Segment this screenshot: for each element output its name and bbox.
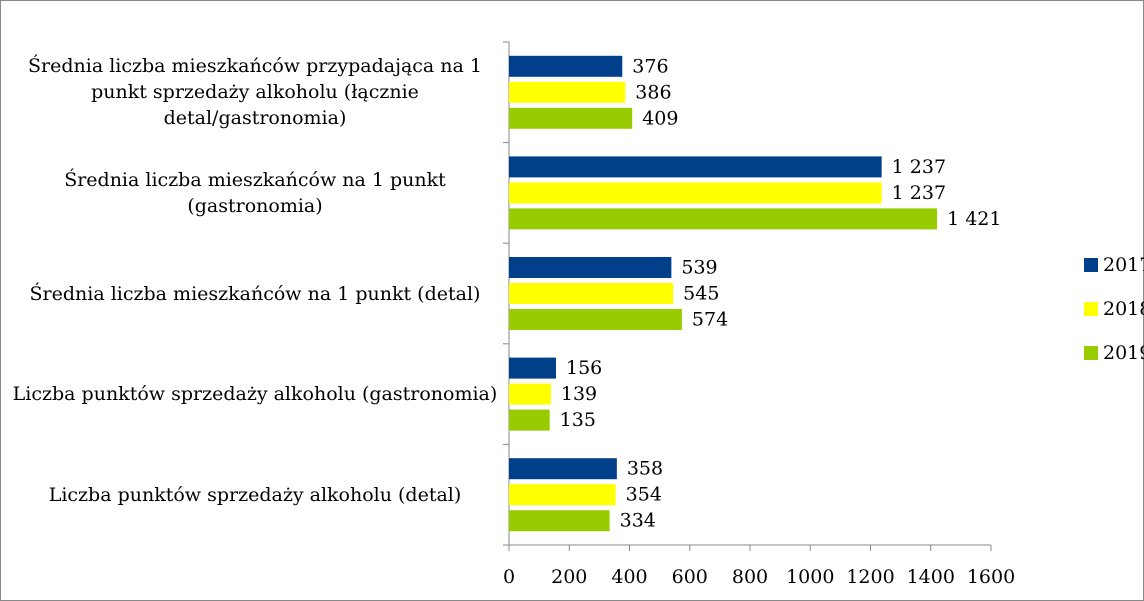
- x-tick-label: 0: [503, 566, 515, 588]
- value-label: 1 237: [892, 182, 946, 204]
- x-tick-label: 200: [551, 566, 587, 588]
- x-tick-label: 400: [611, 566, 647, 588]
- value-label: 386: [635, 81, 671, 103]
- bar: [509, 409, 550, 431]
- x-tick-label: 1600: [967, 566, 1015, 588]
- category-label: Średnia liczba mieszkańców na 1 punkt (g…: [64, 168, 446, 217]
- bar: [509, 309, 682, 330]
- x-tick-label: 1000: [786, 566, 834, 588]
- value-label: 135: [560, 409, 596, 431]
- bar: [509, 107, 633, 129]
- legend-label: 2017: [1103, 254, 1144, 276]
- legend-swatch: [1084, 346, 1098, 360]
- bar: [509, 458, 617, 480]
- category-label: Liczba punktów sprzedaży alkoholu (detal…: [48, 483, 462, 506]
- bar: [509, 283, 674, 304]
- value-label: 376: [632, 55, 668, 77]
- bar: [509, 383, 551, 405]
- value-label: 139: [561, 383, 597, 405]
- value-label: 545: [683, 283, 719, 305]
- legend-swatch: [1084, 302, 1098, 316]
- value-label: 409: [642, 107, 678, 129]
- bar: [509, 182, 882, 204]
- bar: [509, 484, 616, 506]
- value-label: 358: [627, 458, 663, 480]
- x-tick-label: 1200: [846, 566, 894, 588]
- legend-swatch: [1084, 258, 1098, 272]
- value-label: 1 237: [892, 156, 946, 178]
- bar: [509, 81, 626, 103]
- legend-label: 2018: [1103, 298, 1144, 320]
- category-label: Średnia liczba mieszkańców na 1 punkt (d…: [29, 282, 481, 305]
- bar: [509, 357, 556, 379]
- bar: [509, 55, 623, 77]
- category-label: Średnia liczba mieszkańców przypadająca …: [28, 55, 482, 130]
- x-tick-label: 1400: [907, 566, 955, 588]
- category-label: Liczba punktów sprzedaży alkoholu (gastr…: [12, 383, 498, 406]
- value-label: 334: [620, 510, 656, 532]
- value-label: 539: [681, 257, 717, 279]
- x-tick-label: 600: [672, 566, 708, 588]
- value-label: 354: [626, 484, 662, 506]
- bar: [509, 257, 672, 278]
- bar: [509, 156, 882, 178]
- bar: [509, 510, 610, 532]
- x-tick-label: 800: [732, 566, 768, 588]
- value-label: 156: [566, 357, 602, 379]
- bar: [509, 208, 938, 230]
- legend-label: 2019: [1103, 342, 1144, 364]
- value-label: 1 421: [947, 208, 1001, 230]
- value-label: 574: [692, 309, 728, 331]
